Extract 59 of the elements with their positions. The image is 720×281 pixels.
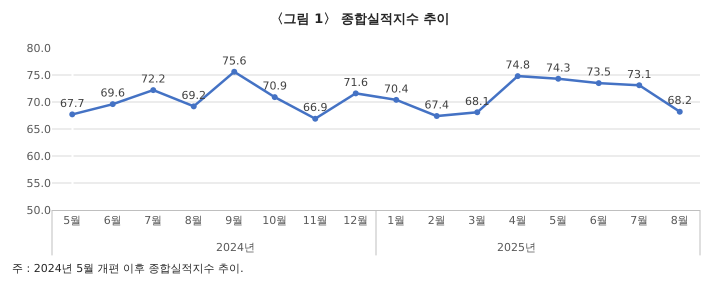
point [312, 116, 318, 122]
x-tick-label: 7월 [144, 214, 162, 228]
x-tick-label: 10월 [262, 214, 288, 228]
x-tick-label: 3월 [468, 214, 486, 228]
y-tick-label: 70.0 [26, 96, 51, 109]
data-label: 66.9 [303, 101, 328, 114]
data-label: 74.3 [546, 61, 570, 74]
x-tick-label: 9월 [225, 214, 244, 228]
point [514, 73, 521, 80]
y-tick-label: 60.0 [26, 150, 51, 163]
y-tick-label: 55.0 [26, 176, 51, 190]
x-tick-label: 2월 [428, 214, 446, 228]
x-tick-label: 5월 [549, 214, 568, 228]
x-tick-label: 8월 [184, 214, 203, 228]
data-label: 71.6 [344, 76, 368, 89]
point [636, 82, 642, 88]
data-label: 68.1 [465, 94, 490, 108]
data-label: 67.4 [424, 98, 449, 112]
point [676, 108, 683, 115]
x-tick-label: 7월 [630, 214, 648, 228]
point [231, 68, 238, 75]
data-label: 67.7 [60, 96, 84, 110]
data-label: 69.6 [100, 86, 125, 100]
y-tick-label: 50.0 [26, 204, 51, 217]
data-label: 70.9 [262, 80, 287, 93]
point [69, 111, 76, 118]
point [272, 94, 278, 100]
point [434, 113, 440, 120]
x-tick-label: 11월 [302, 214, 328, 228]
x-tick-label: 4월 [508, 214, 527, 228]
point [555, 76, 562, 82]
y-tick-label: 80.0 [26, 42, 51, 55]
point [596, 80, 602, 86]
data-label: 74.8 [506, 58, 530, 72]
x-tick-label: 12월 [343, 214, 368, 228]
text: 2024년 [216, 241, 255, 254]
text: 2025년 [497, 241, 536, 254]
y-tick-label: 75.0 [26, 68, 51, 82]
point [110, 101, 116, 108]
point [150, 87, 156, 94]
point [190, 103, 197, 110]
x-tick-label: 1월 [387, 214, 406, 228]
data-label: 75.6 [222, 54, 246, 68]
point [393, 96, 400, 103]
chart-title: 〈그림 1〉 종합실적지수 추이 [270, 12, 450, 28]
data-label: 69.2 [182, 88, 206, 102]
text: 주 : 2024년 5월 개편 이후 종합실적지수 추이. [12, 262, 244, 275]
data-label: 73.1 [627, 68, 652, 81]
data-label: 73.5 [586, 66, 611, 79]
y-tick-label: 65.0 [26, 122, 51, 136]
x-tick-label: 5월 [63, 214, 82, 228]
point [474, 109, 480, 116]
data-label: 70.4 [384, 82, 408, 96]
data-label: 72.2 [141, 72, 166, 86]
x-tick-label: 6월 [590, 214, 608, 228]
x-tick-label: 6월 [104, 214, 122, 228]
x-tick-label: 8월 [670, 214, 689, 228]
data-label: 68.2 [668, 94, 692, 108]
point [352, 90, 359, 96]
